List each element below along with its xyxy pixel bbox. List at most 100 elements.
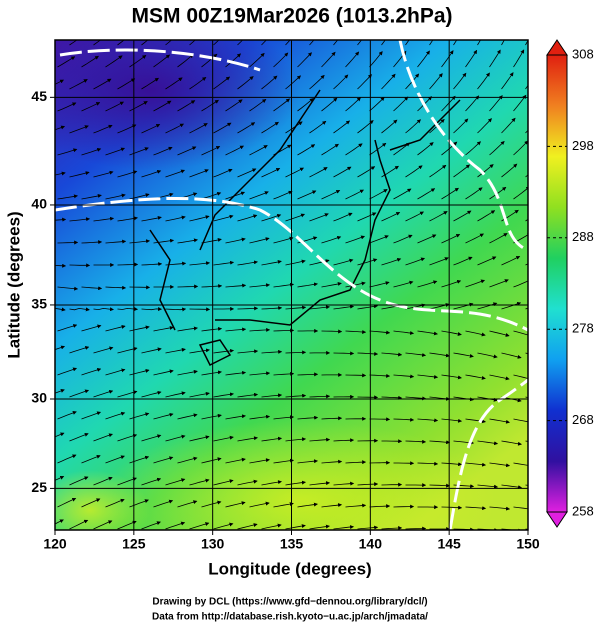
streamline <box>261 436 283 442</box>
y-tick-label: 30 <box>31 390 47 406</box>
streamline <box>105 101 124 112</box>
streamline <box>309 481 331 486</box>
streamline <box>513 462 528 466</box>
streamline <box>189 123 208 134</box>
streamline <box>117 124 137 134</box>
streamline <box>357 482 379 487</box>
streamline <box>141 477 162 486</box>
streamline <box>141 124 161 134</box>
streamline <box>105 193 126 200</box>
streamline <box>381 73 396 90</box>
streamline <box>225 501 246 508</box>
colorbar-extend-top <box>546 39 568 56</box>
streamline <box>237 523 258 530</box>
streamline <box>165 307 187 312</box>
streamline <box>165 40 173 46</box>
streamline <box>273 282 295 288</box>
streamline <box>261 480 282 486</box>
streamline <box>165 434 186 442</box>
footer-line: Drawing by DCL (https://www.gfd−dennou.o… <box>152 597 427 608</box>
streamline <box>177 369 198 376</box>
streamline <box>357 74 372 90</box>
streamline <box>213 214 234 222</box>
streamline <box>465 187 483 200</box>
streamline <box>333 525 355 530</box>
streamline <box>189 391 210 398</box>
streamline <box>81 454 101 464</box>
streamline <box>333 438 355 443</box>
streamline <box>165 391 186 398</box>
streamline <box>285 350 307 355</box>
streamline <box>69 40 78 46</box>
streamline <box>261 393 283 398</box>
streamline <box>357 304 378 310</box>
streamline <box>93 433 113 442</box>
streamline <box>261 213 282 222</box>
streamline <box>453 210 472 222</box>
streamline <box>129 239 151 244</box>
streamline <box>273 415 295 420</box>
streamline <box>225 414 246 420</box>
streamline <box>285 437 307 442</box>
streamline <box>405 303 426 310</box>
streamline <box>225 283 247 288</box>
streamline <box>249 145 268 156</box>
streamline <box>93 476 113 486</box>
streamline <box>453 40 458 46</box>
streamline <box>153 412 174 420</box>
streamline <box>201 326 223 332</box>
streamline <box>273 502 294 508</box>
streamline <box>153 325 174 332</box>
streamline <box>321 282 342 288</box>
streamline <box>105 368 126 376</box>
streamline <box>201 284 223 289</box>
streamline <box>285 121 303 134</box>
streamline <box>129 193 150 200</box>
streamline <box>237 260 258 266</box>
streamline <box>441 418 463 423</box>
streamline <box>513 374 528 379</box>
streamline <box>129 412 150 420</box>
streamline <box>201 99 219 112</box>
streamline <box>477 164 494 178</box>
y-tick-label: 40 <box>31 196 47 212</box>
streamline <box>429 211 448 222</box>
streamline <box>381 212 401 222</box>
streamline <box>501 301 522 310</box>
streamline <box>441 50 454 68</box>
streamline <box>201 413 222 420</box>
footer-line: Data from http://database.rish.kyoto−u.a… <box>152 612 428 623</box>
streamline <box>417 188 436 200</box>
streamline <box>345 460 367 465</box>
streamline <box>55 125 66 131</box>
streamline <box>393 417 415 422</box>
streamline <box>93 40 102 46</box>
streamline <box>393 280 414 288</box>
streamline <box>465 330 486 337</box>
streamline <box>81 286 103 291</box>
streamline <box>189 215 210 222</box>
streamline <box>453 256 473 266</box>
streamline <box>333 258 354 266</box>
streamline <box>321 503 343 508</box>
streamline <box>297 502 318 508</box>
streamline <box>369 51 383 68</box>
streamline <box>93 216 115 222</box>
streamline <box>513 280 528 288</box>
streamline <box>117 40 125 46</box>
colorbar-tick-label: 288 <box>572 229 594 244</box>
streamline <box>321 51 336 68</box>
streamline <box>129 455 150 464</box>
streamline <box>417 374 439 379</box>
streamline <box>477 210 496 222</box>
streamline <box>177 456 198 464</box>
streamline <box>273 236 294 244</box>
streamline <box>393 330 415 335</box>
streamline <box>309 524 330 530</box>
streamline <box>357 40 362 46</box>
streamline <box>81 498 101 508</box>
streamline <box>285 305 307 310</box>
streamline <box>57 194 78 200</box>
streamline <box>477 302 498 310</box>
streamline <box>429 40 434 46</box>
